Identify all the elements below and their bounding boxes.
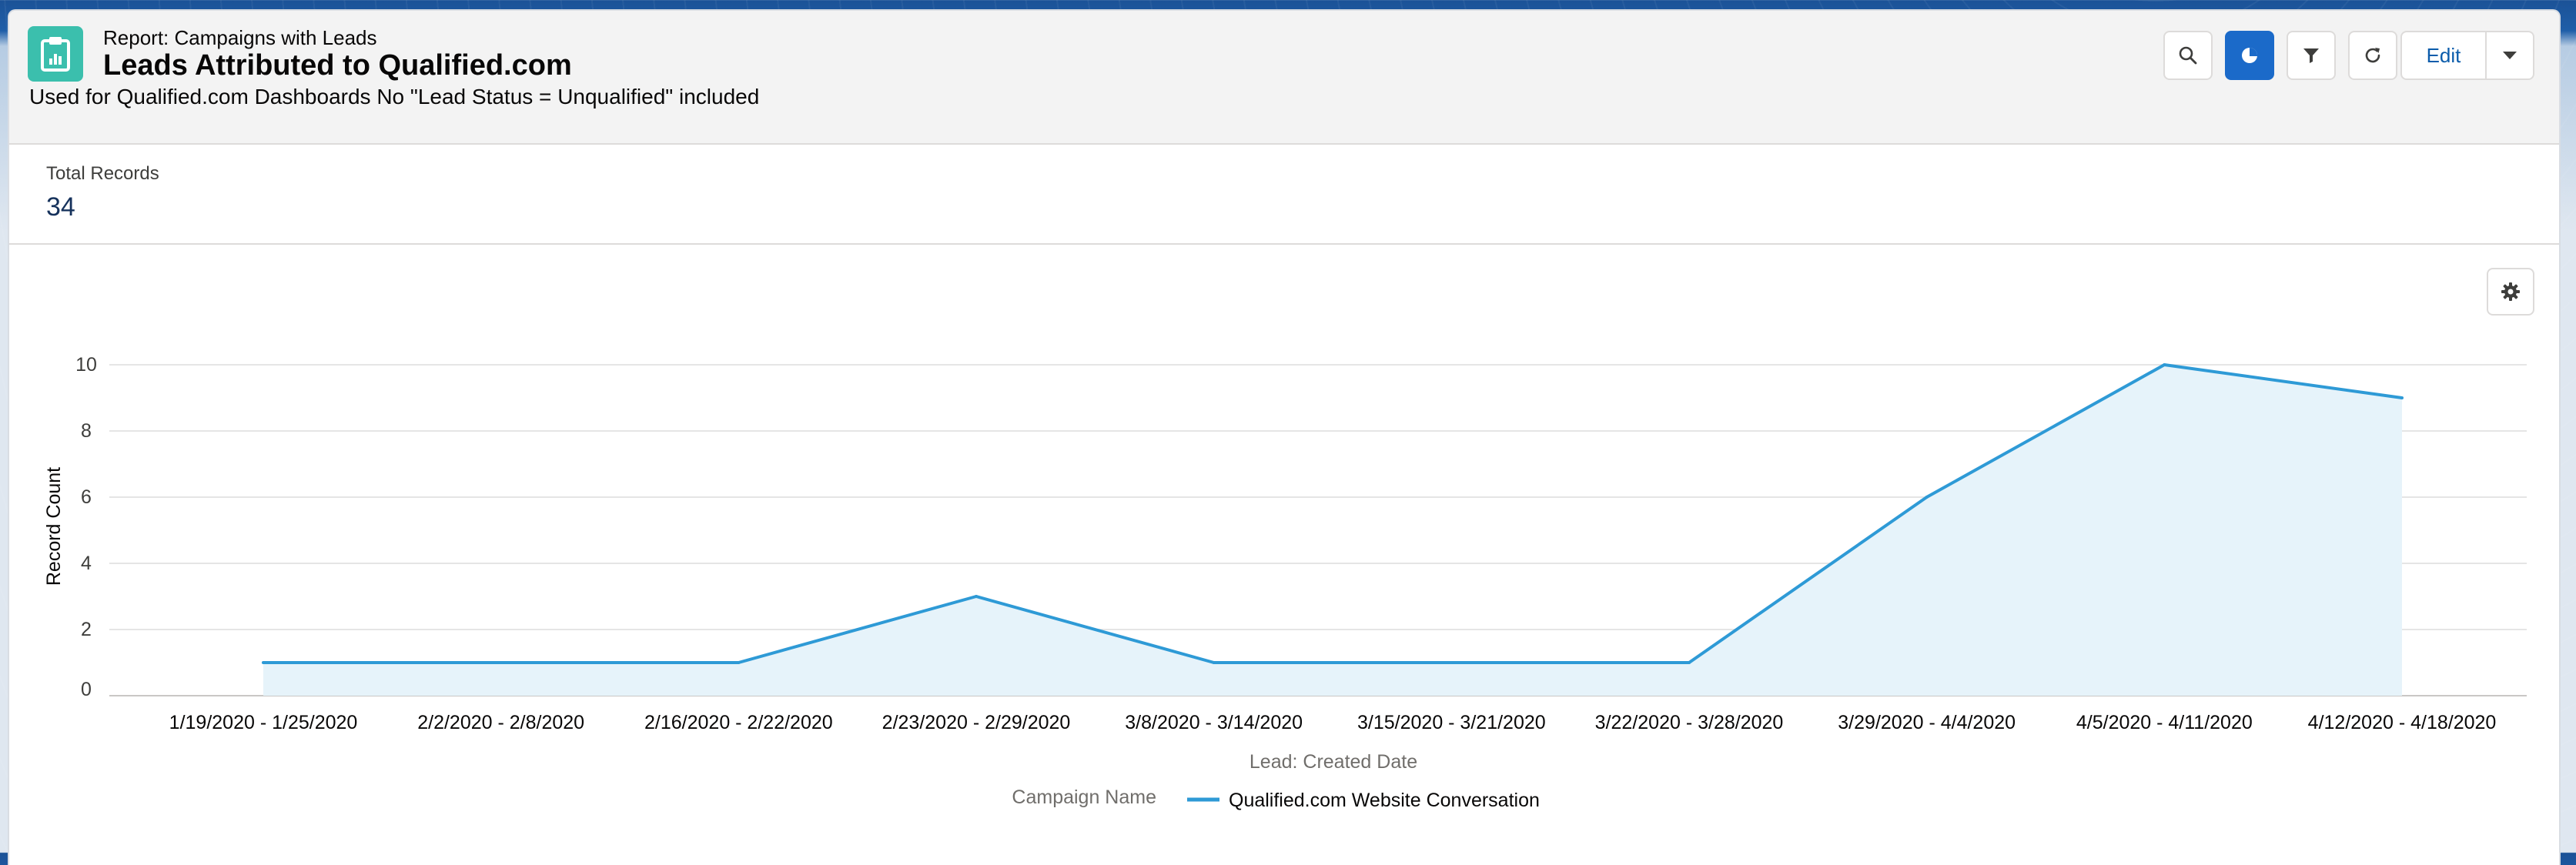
legend-series-label[interactable]: Qualified.com Website Conversation (1229, 790, 1540, 811)
series-area (263, 365, 2402, 696)
data-point[interactable] (499, 661, 503, 664)
area-chart: 0 2 4 6 8 10 1/19/2020 - 1/25/2020 2/2/2020 - … (43, 354, 2527, 811)
x-tick-label: 2/23/2020 - 2/29/2020 (882, 712, 1071, 733)
x-tick-label: 2/16/2020 - 2/22/2020 (644, 712, 833, 733)
data-point[interactable] (975, 595, 978, 598)
y-tick-label: 6 (81, 486, 92, 508)
chart-toggle-button[interactable] (2225, 31, 2274, 80)
report-description: Used for Qualified.com Dashboards No "Le… (29, 85, 760, 109)
refresh-icon (2365, 48, 2380, 63)
edit-menu-button[interactable] (2487, 32, 2533, 78)
x-tick-label: 4/5/2020 - 4/11/2020 (2076, 712, 2253, 733)
chart-settings-button[interactable] (2487, 268, 2534, 316)
y-tick-label: 0 (81, 679, 92, 700)
report-panel: Report: Campaigns with Leads Leads Attri… (9, 11, 2559, 865)
chart-icon (2242, 48, 2257, 63)
edit-button-group: Edit (2400, 31, 2534, 80)
data-point[interactable] (1688, 661, 1691, 664)
total-records-value: 34 (46, 192, 75, 222)
series-line[interactable] (263, 363, 2403, 664)
gear-icon (2501, 282, 2520, 301)
x-tick-label: 2/2/2020 - 2/8/2020 (417, 712, 584, 733)
x-tick-label: 3/29/2020 - 4/4/2020 (1838, 712, 2016, 733)
edit-button[interactable]: Edit (2402, 32, 2487, 78)
x-axis-title: Lead: Created Date (1250, 751, 1417, 773)
y-tick-label: 4 (81, 553, 92, 574)
search-button[interactable] (2163, 31, 2213, 80)
x-tick-label: 3/15/2020 - 3/21/2020 (1357, 712, 1546, 733)
data-point[interactable] (2163, 363, 2166, 366)
x-tick-label: 4/12/2020 - 4/18/2020 (2308, 712, 2497, 733)
x-tick-label: 1/19/2020 - 1/25/2020 (169, 712, 358, 733)
y-axis-title: Record Count (43, 467, 65, 586)
x-axis-ticks: 1/19/2020 - 1/25/2020 2/2/2020 - 2/8/2020… (169, 712, 2497, 733)
y-axis-ticks: 0 2 4 6 8 10 (75, 354, 97, 700)
data-point[interactable] (2400, 396, 2404, 399)
data-point[interactable] (1212, 661, 1216, 664)
total-records-label: Total Records (46, 163, 159, 184)
x-tick-label: 3/8/2020 - 3/14/2020 (1125, 712, 1303, 733)
summary-bar: Total Records 34 (9, 145, 2559, 245)
page-title: Leads Attributed to Qualified.com (103, 49, 572, 82)
data-point[interactable] (1925, 496, 1929, 499)
chevron-down-icon (2503, 52, 2517, 59)
refresh-button[interactable] (2348, 31, 2397, 80)
filter-button[interactable] (2287, 31, 2336, 80)
report-icon (28, 26, 83, 82)
y-tick-label: 10 (75, 354, 97, 376)
y-tick-label: 2 (81, 619, 92, 640)
y-tick-label: 8 (81, 420, 92, 442)
legend-title: Campaign Name (1012, 787, 1156, 808)
filter-icon (2303, 48, 2319, 63)
report-header: Report: Campaigns with Leads Leads Attri… (9, 11, 2559, 145)
x-tick-label: 3/22/2020 - 3/28/2020 (1595, 712, 1784, 733)
data-point[interactable] (737, 661, 741, 664)
data-point[interactable] (262, 661, 265, 664)
report-type-label: Report: Campaigns with Leads (103, 26, 377, 49)
chart-legend: Campaign Name Qualified.com Website Conv… (1012, 787, 1540, 811)
search-icon (2179, 46, 2197, 65)
data-point[interactable] (1450, 661, 1454, 664)
